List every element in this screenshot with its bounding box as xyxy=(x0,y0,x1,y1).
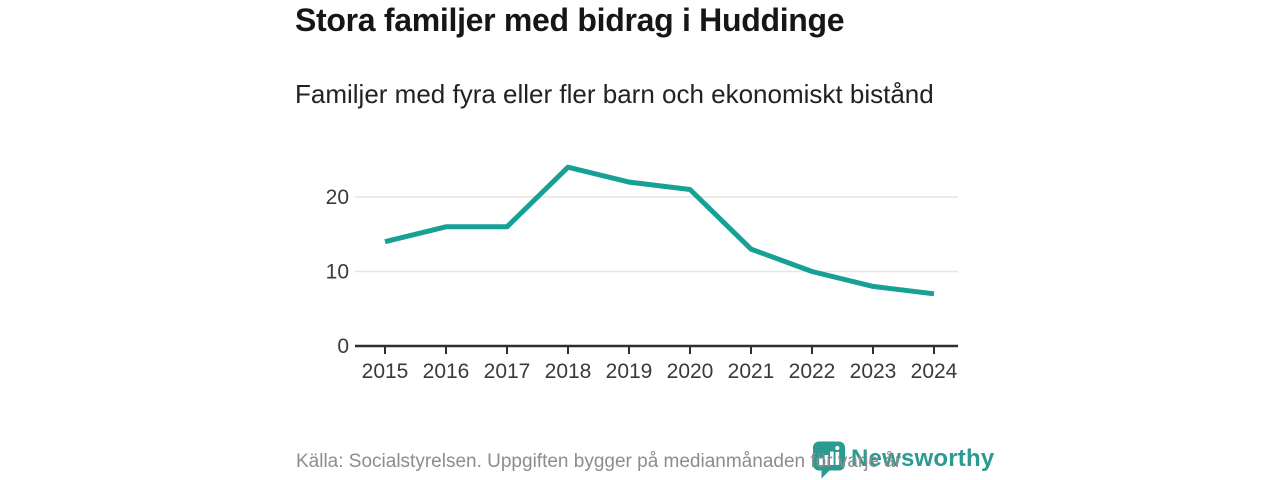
x-tick-label: 2024 xyxy=(911,360,958,383)
y-tick-label: 0 xyxy=(337,335,349,358)
x-tick-label: 2020 xyxy=(667,360,714,383)
source-attribution: Källa: Socialstyrelsen. Uppgiften bygger… xyxy=(296,451,902,472)
newsworthy-speech-bubble-bar-chart-icon xyxy=(813,441,845,479)
x-tick-label: 2017 xyxy=(484,360,531,383)
x-tick-label: 2021 xyxy=(728,360,775,383)
x-tick-label: 2016 xyxy=(423,360,470,383)
y-tick-label: 20 xyxy=(326,186,349,209)
x-tick-label: 2015 xyxy=(362,360,409,383)
chart-subtitle: Familjer med fyra eller fler barn och ek… xyxy=(295,79,934,109)
x-tick-label: 2022 xyxy=(789,360,836,383)
bar-chart-glyph xyxy=(819,445,840,465)
data-series-line xyxy=(384,164,935,297)
x-tick-label: 2023 xyxy=(850,360,897,383)
line-chart: 0 10 20 2015 2016 2017 2018 2019 2020 2021 2022 202… xyxy=(326,164,958,383)
x-tick-label: 2018 xyxy=(545,360,592,383)
page-title: Stora familjer med bidrag i Huddinge xyxy=(295,2,845,38)
x-tick-label: 2019 xyxy=(606,360,653,383)
brand-wordmark: Newsworthy xyxy=(851,445,995,472)
newsworthy-logo: Newsworthy xyxy=(813,441,994,479)
speech-bubble-shape xyxy=(813,441,845,479)
y-tick-label: 10 xyxy=(326,261,349,284)
